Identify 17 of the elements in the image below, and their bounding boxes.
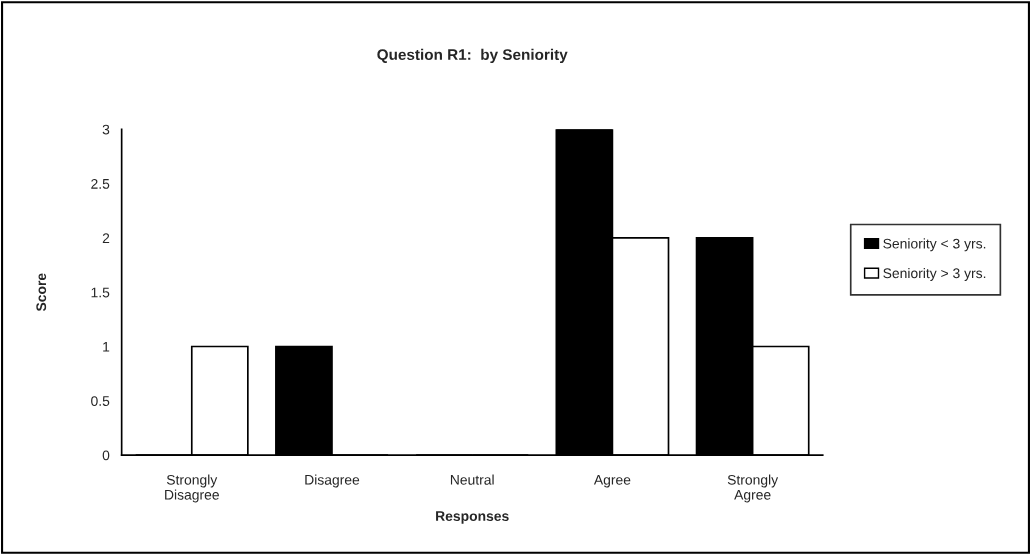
y-tick-label: 0.5 (91, 396, 110, 406)
legend-label: Seniority < 3 yrs. (883, 238, 986, 252)
x-tick-label: Strongly Agree (727, 474, 779, 503)
x-tick-label: Disagree (305, 474, 360, 488)
y-tick-label: 1 (103, 341, 110, 352)
x-axis-title: Responses (436, 511, 509, 524)
y-tick-label: 2 (102, 233, 110, 243)
legend-label: Seniority > 3 yrs. (883, 267, 986, 281)
y-tick-label: 2.5 (91, 178, 110, 189)
y-tick-label: 1.5 (91, 287, 110, 298)
y-tick-label: 3 (102, 124, 110, 135)
chart-title: Question R1: by Seniority (377, 48, 568, 64)
y-tick-label: 0 (102, 450, 110, 461)
x-tick-label: Agree (593, 475, 631, 488)
y-axis-title: Score (36, 273, 47, 312)
x-tick-label: Strongly Disagree (165, 474, 219, 503)
x-tick-label: Neutral (450, 474, 494, 485)
